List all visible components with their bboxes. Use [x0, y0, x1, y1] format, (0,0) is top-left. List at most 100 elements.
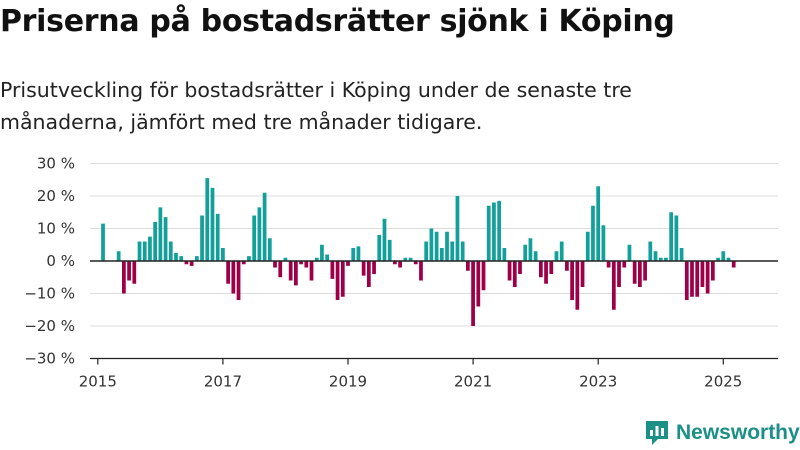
chart-subtitle: Prisutveckling för bostadsrätter i Köpin…	[0, 78, 632, 134]
chart-bar	[638, 261, 642, 287]
x-tick-label: 2025	[704, 373, 742, 391]
chart-bar	[189, 261, 194, 266]
y-tick-label: 0 %	[46, 252, 75, 270]
chart-bar	[294, 261, 298, 286]
brand-name: Newsworthy	[676, 421, 800, 444]
chart-bar	[132, 261, 137, 284]
chart-bar	[320, 244, 324, 261]
chart-bar	[194, 256, 199, 262]
chart-bar	[393, 261, 397, 265]
chart-bar	[523, 244, 528, 261]
chart-bar	[163, 217, 168, 262]
chart-bar	[429, 228, 434, 261]
chart-bar	[137, 241, 142, 261]
chart-bar	[601, 225, 606, 261]
chart-bar	[278, 261, 283, 278]
chart-bar	[408, 257, 413, 261]
chart-bar	[710, 261, 715, 281]
newsworthy-logo[interactable]: Newsworthy	[644, 418, 800, 448]
bar-chart: 30 %20 %10 %0 %−10 %−20 %−30 % 2015 2017 2…	[24, 150, 778, 391]
chart-bar	[116, 251, 121, 261]
chart-bar	[314, 257, 319, 261]
chart-bar	[445, 231, 449, 261]
chart-bar	[512, 261, 517, 287]
chart-bar	[460, 241, 465, 261]
chart-bar	[424, 241, 429, 261]
chart-bar	[377, 235, 382, 261]
y-tick-label: −10 %	[24, 285, 75, 303]
chart-bar	[632, 261, 637, 284]
chart-bar	[450, 241, 455, 261]
chart-bar	[252, 215, 257, 261]
chart-bar	[575, 261, 580, 310]
chart-bar	[122, 261, 126, 294]
chart-bar	[658, 257, 663, 261]
y-tick-label: 30 %	[37, 155, 75, 173]
y-axis-ticks: 30 % 20 % 10 % 0 % −10 % −20 % −30 %	[24, 155, 75, 368]
chart-bar	[142, 241, 147, 261]
chart-bar	[330, 261, 335, 279]
chart-bar	[387, 239, 392, 262]
x-axis: 2015 2017 2019 2021 2023 2025	[79, 357, 778, 391]
chart-bar	[611, 261, 616, 310]
chart-bar	[700, 261, 705, 287]
x-tick-label: 2019	[329, 373, 367, 391]
chart-bar	[455, 196, 460, 261]
chart-bar	[617, 261, 621, 287]
chart-bar	[606, 261, 611, 268]
chart-bar	[679, 248, 684, 261]
chart-bar	[716, 257, 720, 261]
y-tick-label: 20 %	[37, 187, 75, 205]
chart-bar	[648, 241, 653, 261]
chart-bar	[570, 261, 574, 300]
annotations: −2 %	[733, 150, 774, 154]
chart-bar	[580, 261, 585, 287]
chart-bar	[695, 261, 700, 297]
chart-bar	[481, 261, 486, 291]
chart-title: Priserna på bostadsrätter sjönk i Köping	[0, 4, 675, 39]
chart-bar	[351, 248, 356, 261]
chart-bar	[101, 223, 105, 262]
y-tick-label: −20 %	[24, 317, 75, 335]
chart-bar	[346, 261, 350, 266]
chart-bar	[356, 246, 361, 262]
chart-bar	[721, 251, 726, 261]
chart-bar	[153, 222, 158, 261]
chart-bar	[471, 261, 475, 326]
chart-bar	[596, 186, 601, 261]
chart-bar	[622, 261, 627, 268]
chart-bar	[684, 261, 689, 300]
chart-bar	[174, 252, 178, 262]
chart-bar	[643, 261, 647, 281]
chart-bar	[335, 261, 340, 300]
y-tick-label: −30 %	[24, 350, 75, 368]
chart-bar	[226, 261, 230, 284]
chart-bar	[325, 254, 330, 261]
chart-bar	[398, 261, 402, 268]
x-tick-label: 2017	[204, 373, 242, 391]
chart-bar	[507, 261, 512, 281]
chart-bar	[283, 257, 288, 261]
chart-bar	[664, 257, 668, 261]
chart-bar	[439, 248, 444, 261]
chart-bar	[403, 257, 408, 261]
newsworthy-logo-icon	[646, 421, 668, 445]
chart-bar	[210, 187, 215, 262]
chart-bar	[690, 261, 694, 297]
chart-bar	[549, 261, 554, 274]
chart-bar	[372, 261, 376, 274]
chart-bar	[273, 261, 277, 268]
bars	[101, 178, 736, 326]
chart-bar	[241, 261, 246, 265]
chart-bar	[158, 207, 163, 262]
chart-bar	[554, 251, 559, 261]
chart-bar	[382, 218, 387, 261]
chart-bar	[236, 261, 241, 300]
chart-bar	[518, 261, 522, 274]
chart-bar	[413, 261, 418, 265]
chart-bar	[205, 178, 210, 262]
chart-bar	[267, 238, 272, 261]
x-tick-label: 2015	[79, 373, 117, 391]
chart-bar	[492, 202, 496, 261]
chart-bar	[653, 251, 658, 261]
